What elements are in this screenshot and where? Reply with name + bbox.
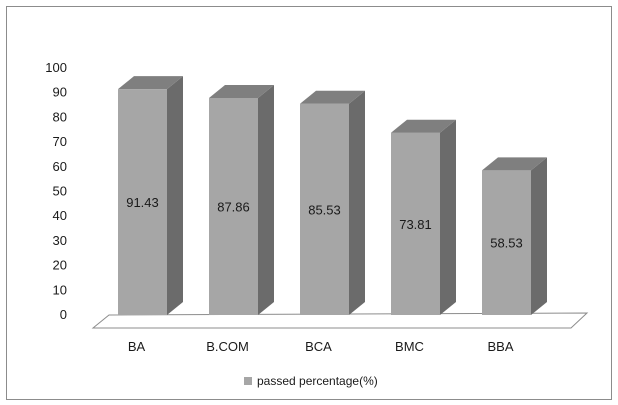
y-tick-label: 70 xyxy=(53,134,67,149)
bar-front xyxy=(118,89,167,315)
legend: passed percentage(%) xyxy=(244,374,378,388)
data-label: 58.53 xyxy=(490,236,523,251)
bar-front xyxy=(300,103,349,315)
bar-side xyxy=(440,119,456,315)
bar-front xyxy=(209,97,258,315)
bar-top xyxy=(482,157,547,171)
data-label: 73.81 xyxy=(399,217,432,232)
x-category-label: BA xyxy=(128,339,146,354)
bar-top xyxy=(118,76,183,90)
chart-frame: 0 10 20 30 40 50 60 70 80 90 100 91.43 BA 87.86 B.COM… xyxy=(6,6,612,400)
x-category-label: B.COM xyxy=(206,339,249,354)
bar-bca xyxy=(300,90,365,315)
bar-top xyxy=(391,119,456,133)
bar-b-com xyxy=(209,84,274,315)
bar-front xyxy=(482,170,531,315)
legend-label: passed percentage(%) xyxy=(257,374,378,388)
legend-swatch xyxy=(244,377,252,385)
bar-top xyxy=(209,84,274,98)
bar-side xyxy=(258,84,274,315)
data-label: 91.43 xyxy=(126,195,159,210)
bar-side xyxy=(531,157,547,315)
y-tick-label: 0 xyxy=(60,307,67,322)
y-tick-label: 50 xyxy=(53,184,67,199)
data-label: 85.53 xyxy=(308,202,341,217)
bar-side xyxy=(167,76,183,315)
chart-floor xyxy=(91,312,589,329)
x-category-label: BBA xyxy=(487,339,513,354)
x-category-label: BCA xyxy=(305,339,332,354)
y-axis: 0 10 20 30 40 50 60 70 80 90 100 xyxy=(45,60,67,322)
labels: 91.43 BA 87.86 B.COM 85.53 BCA 73.81 BMC 58.53 BB… xyxy=(126,195,523,354)
y-tick-label: 10 xyxy=(53,282,67,297)
y-tick-label: 20 xyxy=(53,258,67,273)
y-tick-label: 100 xyxy=(45,60,67,75)
y-tick-label: 40 xyxy=(53,208,67,223)
bar-side xyxy=(349,90,365,315)
y-tick-label: 80 xyxy=(53,109,67,124)
data-label: 87.86 xyxy=(217,199,250,214)
y-tick-label: 90 xyxy=(53,85,67,100)
bar-chart: 0 10 20 30 40 50 60 70 80 90 100 91.43 BA 87.86 B.COM… xyxy=(45,60,589,388)
bar-top xyxy=(300,90,365,104)
y-tick-label: 60 xyxy=(53,159,67,174)
y-tick-label: 30 xyxy=(53,233,67,248)
bar-ba xyxy=(118,76,183,315)
bar-bmc xyxy=(391,119,456,315)
x-category-label: BMC xyxy=(395,339,424,354)
bars xyxy=(118,76,547,315)
floor-plane xyxy=(91,312,589,329)
bar-front xyxy=(391,132,440,315)
bar-bba xyxy=(482,157,547,315)
